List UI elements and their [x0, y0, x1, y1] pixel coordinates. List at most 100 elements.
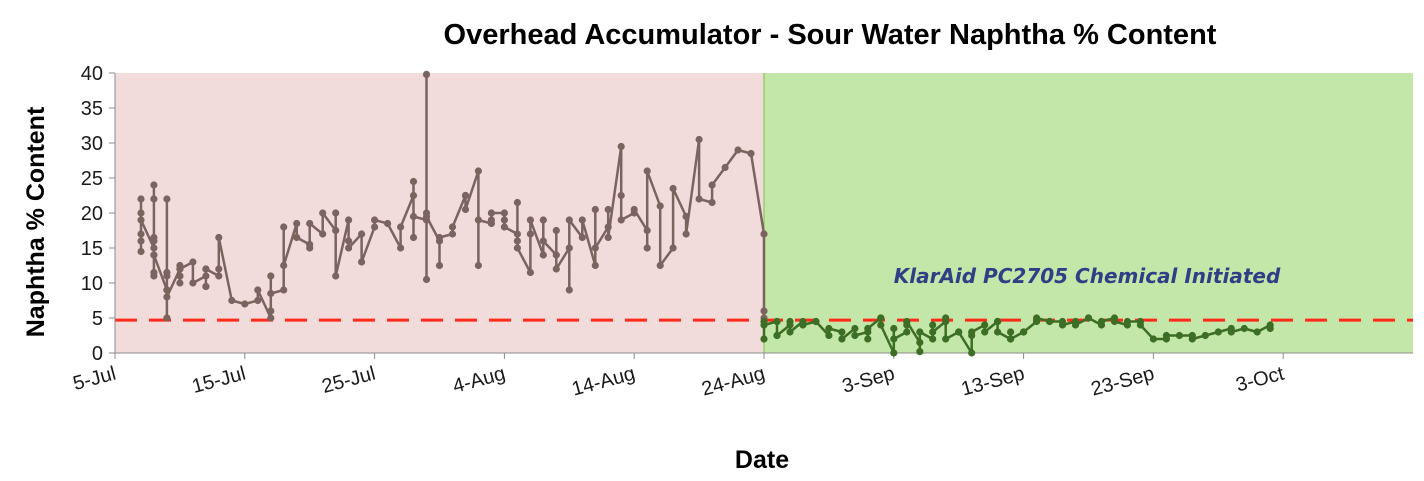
- data-point: [487, 209, 495, 217]
- data-point: [409, 177, 418, 186]
- data-point: [669, 244, 677, 252]
- data-point: [981, 321, 989, 329]
- data-point: [929, 335, 937, 343]
- data-point: [461, 205, 470, 214]
- data-point: [176, 265, 184, 273]
- data-point: [267, 314, 275, 322]
- data-point: [215, 233, 223, 242]
- data-point: [137, 209, 145, 217]
- data-point: [1046, 317, 1054, 326]
- data-point: [643, 226, 651, 235]
- data-point: [929, 328, 937, 336]
- data-point: [851, 324, 859, 333]
- data-point: [825, 331, 833, 340]
- data-point: [487, 216, 495, 224]
- data-point: [137, 247, 145, 256]
- data-point: [604, 233, 612, 242]
- data-point: [474, 261, 482, 270]
- data-point: [384, 219, 392, 228]
- data-point: [656, 202, 664, 210]
- data-point: [150, 181, 158, 189]
- y-tick-label: 0: [92, 343, 103, 365]
- data-point: [163, 286, 171, 294]
- data-point: [513, 244, 522, 252]
- data-point: [176, 279, 184, 287]
- data-point: [150, 251, 158, 259]
- data-point: [513, 230, 522, 238]
- data-point: [280, 261, 288, 270]
- data-point: [786, 328, 794, 336]
- y-tick-label: 35: [81, 98, 103, 120]
- data-point: [1149, 335, 1157, 343]
- data-point: [371, 216, 379, 224]
- data-point: [760, 307, 768, 315]
- data-point: [163, 314, 171, 322]
- data-point: [578, 216, 586, 224]
- data-point: [682, 230, 690, 238]
- data-point: [890, 335, 898, 343]
- data-point: [526, 268, 535, 277]
- data-point: [1007, 328, 1015, 336]
- data-point: [202, 282, 210, 291]
- data-point: [1266, 324, 1274, 333]
- data-point: [981, 328, 989, 336]
- data-point: [358, 230, 366, 238]
- data-point: [137, 237, 145, 245]
- data-point: [1201, 331, 1209, 340]
- data-point: [1123, 317, 1131, 326]
- data-point: [604, 223, 612, 231]
- data-point: [747, 149, 755, 158]
- data-point: [851, 331, 859, 340]
- data-point: [916, 338, 924, 347]
- data-point: [591, 261, 599, 270]
- pre-treatment-region: [115, 73, 764, 353]
- data-point: [163, 268, 171, 277]
- data-point: [1097, 317, 1106, 326]
- data-point: [397, 223, 405, 231]
- data-point: [760, 335, 768, 343]
- data-point: [565, 244, 573, 252]
- x-tick-label: 3-Sep: [840, 363, 897, 398]
- y-tick-label: 20: [81, 203, 103, 225]
- data-point: [565, 216, 573, 224]
- data-point: [189, 258, 197, 266]
- data-point: [1162, 331, 1170, 340]
- data-point: [150, 244, 158, 252]
- data-point: [1214, 328, 1222, 336]
- data-point: [695, 195, 703, 203]
- data-point: [539, 251, 547, 259]
- data-point: [474, 167, 482, 175]
- data-point: [409, 212, 418, 221]
- annotation-klaraid: KlarAid PC2705 Chemical Initiated: [894, 264, 1281, 288]
- data-point: [137, 230, 145, 238]
- data-point: [137, 216, 145, 224]
- data-point: [293, 233, 301, 242]
- data-point: [669, 184, 677, 193]
- data-point: [461, 191, 470, 200]
- data-point: [955, 328, 963, 336]
- x-tick-label: 15-Jul: [190, 363, 248, 398]
- data-point: [539, 237, 547, 245]
- data-point: [968, 328, 976, 336]
- data-point: [812, 317, 820, 326]
- data-point: [578, 233, 586, 242]
- data-point: [552, 251, 560, 259]
- data-point: [513, 198, 522, 207]
- data-point: [306, 219, 314, 228]
- data-point: [591, 244, 599, 252]
- data-point: [448, 223, 457, 231]
- data-point: [1084, 314, 1093, 322]
- data-point: [994, 317, 1002, 326]
- data-point: [1007, 335, 1015, 343]
- data-point: [435, 233, 444, 242]
- data-point: [1188, 335, 1196, 343]
- data-point: [163, 293, 171, 301]
- data-point: [176, 272, 184, 280]
- data-point: [760, 321, 768, 329]
- data-point: [150, 237, 158, 245]
- data-point: [734, 146, 742, 154]
- data-point: [1175, 331, 1183, 340]
- data-point: [539, 216, 547, 224]
- data-point: [1136, 321, 1144, 329]
